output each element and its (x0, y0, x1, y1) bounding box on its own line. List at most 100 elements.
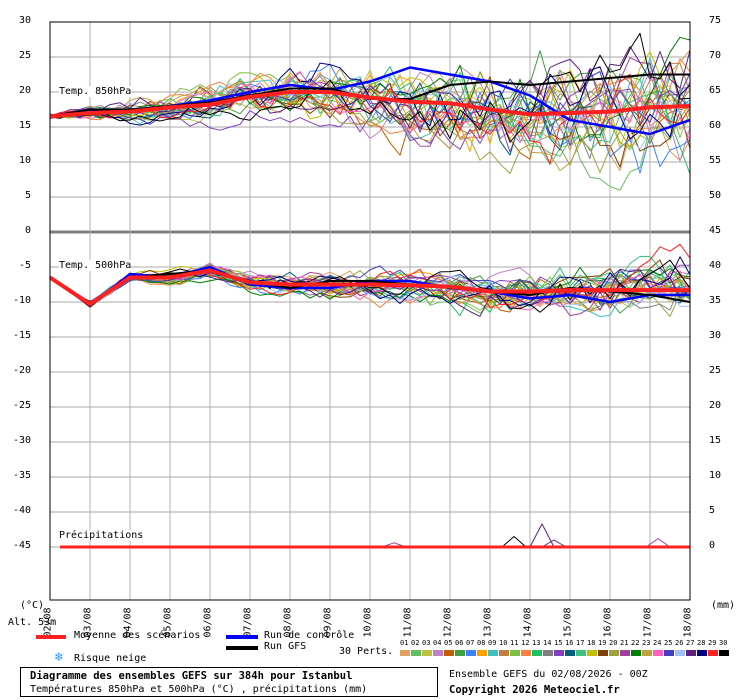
chart-title: Diagramme des ensembles GEFS sur 384h po… (30, 670, 353, 682)
member-id-label: 19 (598, 639, 607, 647)
mean-line-t500 (48, 268, 690, 307)
copyright: Copyright 2026 Meteociel.fr (449, 684, 620, 696)
member-id-label: 17 (576, 639, 585, 647)
member-swatch (499, 650, 509, 656)
member-id-label: 06 (455, 639, 464, 647)
member-id-label: 20 (609, 639, 618, 647)
precip-spike (529, 523, 555, 548)
member-id-label: 22 (631, 639, 640, 647)
precip-spike (541, 539, 567, 548)
precip-spike (501, 536, 527, 548)
member-swatch (422, 650, 432, 656)
member-swatch (653, 650, 663, 656)
member-id-label: 24 (653, 639, 662, 647)
right-tick-label: 70 (709, 50, 722, 61)
x-tick-label: 15/08 (562, 607, 574, 638)
member-swatch (565, 650, 575, 656)
left-tick-label: 15 (18, 120, 31, 131)
member-id-label: 02 (411, 639, 420, 647)
legend-control-label: Run de contrôle (264, 630, 355, 641)
altitude-label: Alt. 53m (8, 617, 57, 628)
left-tick-label: -20 (12, 365, 31, 376)
right-tick-label: 25 (709, 365, 722, 376)
member-swatch (642, 650, 652, 656)
panel-label-t500: Temp. 500hPa (59, 260, 132, 271)
x-tick-label: 12/08 (442, 607, 454, 638)
member-id-label: 13 (532, 639, 541, 647)
member-id-label: 03 (422, 639, 431, 647)
member-swatch (543, 650, 553, 656)
left-tick-label: -15 (12, 330, 31, 341)
plot-border (49, 21, 691, 601)
member-swatch (488, 650, 498, 656)
right-axis-unit: (mm) (711, 600, 736, 611)
member-line-t850-30 (49, 32, 691, 143)
member-id-label: 27 (686, 639, 695, 647)
plot-frame (49, 21, 691, 601)
x-tick-label: 13/08 (482, 607, 494, 638)
member-swatch (664, 650, 674, 656)
title-box: Diagramme des ensembles GEFS sur 384h po… (20, 667, 438, 697)
x-tick-label: 11/08 (402, 607, 414, 638)
member-line-t850-12 (49, 58, 691, 141)
member-id-label: 15 (554, 639, 563, 647)
left-tick-label: 0 (24, 225, 31, 236)
right-tick-label: 40 (709, 260, 722, 271)
member-swatch (598, 650, 608, 656)
left-tick-label: 10 (18, 155, 31, 166)
left-tick-label: 30 (18, 15, 31, 26)
member-line-t500-20 (49, 268, 691, 317)
member-id-label: 05 (444, 639, 453, 647)
left-tick-label: -10 (12, 295, 31, 306)
member-swatch (477, 650, 487, 656)
right-tick-label: 0 (709, 540, 716, 551)
member-id-label: 26 (675, 639, 684, 647)
right-tick-label: 20 (709, 400, 722, 411)
member-id-label: 11 (510, 639, 519, 647)
member-id-label: 25 (664, 639, 673, 647)
member-id-label: 10 (499, 639, 508, 647)
left-tick-label: 20 (18, 85, 31, 96)
x-tick-label: 06/08 (202, 607, 214, 638)
member-line-t500-19 (49, 259, 691, 308)
member-swatch (620, 650, 630, 656)
left-tick-label: 25 (18, 50, 31, 61)
member-line-t850-21 (49, 57, 691, 147)
member-swatch (554, 650, 564, 656)
member-swatch (576, 650, 586, 656)
member-swatch (521, 650, 531, 656)
member-swatch (433, 650, 443, 656)
left-axis-unit: (°C) (20, 600, 45, 611)
member-id-label: 09 (488, 639, 497, 647)
member-id-label: 16 (565, 639, 574, 647)
x-tick-label: 14/08 (522, 607, 534, 638)
left-tick-label: 5 (24, 190, 31, 201)
left-tick-label: -45 (12, 540, 31, 551)
right-tick-label: 65 (709, 85, 722, 96)
member-line-t850-02 (49, 79, 691, 191)
snowflake-icon: ❄ (54, 650, 65, 664)
legend-mean-label: Moyenne des scénarios (74, 630, 201, 641)
member-swatch (697, 650, 707, 656)
x-tick-label: 18/08 (682, 607, 694, 638)
member-swatch (411, 650, 421, 656)
right-tick-label: 55 (709, 155, 722, 166)
grid (49, 21, 691, 600)
member-line-t500-01 (49, 270, 691, 307)
panel-label-precip: Précipitations (59, 530, 144, 541)
x-tick-label: 17/08 (642, 607, 654, 638)
member-id-label: 04 (433, 639, 442, 647)
right-tick-label: 45 (709, 225, 722, 236)
member-swatch (466, 650, 476, 656)
member-swatch (510, 650, 520, 656)
left-tick-label: -35 (12, 470, 31, 481)
left-tick-label: -30 (12, 435, 31, 446)
left-tick-label: -25 (12, 400, 31, 411)
mean-line-t850 (49, 90, 691, 119)
legend-control-swatch (226, 635, 258, 639)
right-tick-label: 50 (709, 190, 722, 201)
x-tick-label: 16/08 (602, 607, 614, 638)
legend-mean-swatch (36, 635, 66, 639)
right-tick-label: 5 (709, 505, 716, 516)
